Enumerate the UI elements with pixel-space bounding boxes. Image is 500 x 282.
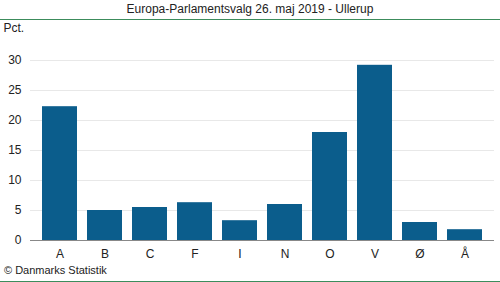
html-text:Europa-Parlamentsvalg 26. maj: Europa-Parlamentsvalg 26. maj 2019 - Ull…: [126, 2, 374, 16]
svg-text:0: 0: [15, 233, 22, 247]
svg-text:A: A: [56, 247, 64, 260]
svg-text:I: I: [238, 247, 241, 260]
svg-text:25: 25: [8, 83, 22, 97]
svg-text:Ø: Ø: [415, 247, 424, 260]
svg-text:20: 20: [8, 113, 22, 127]
svg-text:5: 5: [15, 203, 22, 217]
svg-text:V: V: [371, 247, 379, 260]
svg-text:Pct.: Pct.: [4, 21, 25, 35]
svg-text:30: 30: [8, 53, 22, 67]
svg-text:F: F: [191, 247, 198, 260]
svg-text:C: C: [146, 247, 155, 260]
svg-text:15: 15: [8, 143, 22, 157]
svg-text:Å: Å: [461, 246, 469, 260]
svg-text:B: B: [101, 247, 109, 260]
svg-text:N: N: [281, 247, 290, 260]
svg-text:O: O: [325, 247, 334, 260]
html-text:© Danmarks Statistik: © Danmarks Statistik: [4, 264, 107, 276]
svg-text:10: 10: [8, 173, 22, 187]
